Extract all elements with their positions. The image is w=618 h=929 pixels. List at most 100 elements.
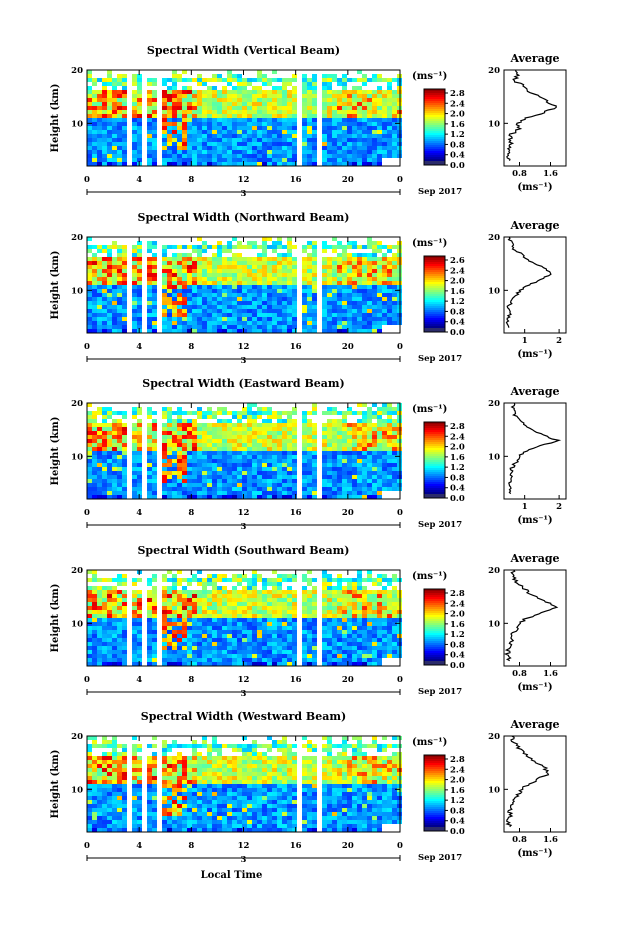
heatmap-cell bbox=[327, 82, 332, 86]
heatmap-cell bbox=[357, 419, 362, 423]
heatmap-cell bbox=[382, 475, 387, 479]
heatmap-cell bbox=[242, 622, 247, 626]
heatmap-cell bbox=[382, 435, 387, 439]
heatmap-cell bbox=[227, 638, 232, 642]
heatmap-cell bbox=[272, 423, 277, 427]
heatmap-cell bbox=[112, 654, 117, 658]
x-tick-label: 12 bbox=[238, 342, 250, 352]
heatmap-cell bbox=[287, 150, 292, 154]
heatmap-cell bbox=[367, 162, 372, 166]
heatmap-cell bbox=[332, 134, 337, 138]
heatmap-cell bbox=[132, 423, 137, 427]
heatmap-cell bbox=[187, 154, 192, 158]
heatmap-cell bbox=[252, 638, 257, 642]
heatmap-cell bbox=[192, 90, 197, 94]
heatmap-cell bbox=[377, 297, 382, 301]
heatmap-cell bbox=[247, 614, 252, 618]
heatmap-cell bbox=[362, 78, 367, 82]
heatmap-cell bbox=[227, 491, 232, 495]
heatmap-cell bbox=[212, 491, 217, 495]
heatmap-cell bbox=[147, 118, 152, 122]
heatmap-cell bbox=[302, 610, 307, 614]
heatmap-cell bbox=[192, 321, 197, 325]
heatmap-cell bbox=[97, 423, 102, 427]
heatmap-cell bbox=[137, 257, 142, 261]
colorbar-segment bbox=[424, 444, 445, 447]
heatmap-cell bbox=[262, 90, 267, 94]
heatmap-cell bbox=[332, 435, 337, 439]
heatmap-cell bbox=[267, 321, 272, 325]
heatmap-cell bbox=[102, 273, 107, 277]
heatmap-cell bbox=[112, 138, 117, 142]
heatmap-cell bbox=[272, 427, 277, 431]
heatmap-cell bbox=[242, 277, 247, 281]
heatmap-cell bbox=[307, 439, 312, 443]
heatmap-cell bbox=[92, 447, 97, 451]
heatmap-cell bbox=[382, 102, 387, 106]
heatmap-cell bbox=[377, 106, 382, 110]
heatmap-cell bbox=[247, 419, 252, 423]
colorbar-segment bbox=[424, 147, 445, 150]
heatmap-cell bbox=[322, 106, 327, 110]
heatmap-cell bbox=[192, 154, 197, 158]
heatmap-cell bbox=[392, 142, 397, 146]
heatmap-cell bbox=[112, 261, 117, 265]
heatmap-cell bbox=[357, 309, 362, 313]
heatmap-cell bbox=[282, 578, 287, 582]
heatmap-cell bbox=[247, 154, 252, 158]
heatmap-cell bbox=[182, 309, 187, 313]
heatmap-cell bbox=[342, 150, 347, 154]
heatmap-cell bbox=[147, 106, 152, 110]
heatmap-cell bbox=[257, 658, 262, 662]
heatmap-cell bbox=[247, 321, 252, 325]
heatmap-cell bbox=[217, 427, 222, 431]
heatmap-cell bbox=[312, 82, 317, 86]
heatmap-cell bbox=[182, 150, 187, 154]
heatmap-cell bbox=[152, 134, 157, 138]
heatmap-cell bbox=[287, 431, 292, 435]
heatmap-cell bbox=[132, 158, 137, 162]
heatmap-cell bbox=[282, 106, 287, 110]
heatmap-cell bbox=[237, 325, 242, 329]
heatmap-cell bbox=[172, 285, 177, 289]
heatmap-cell bbox=[307, 265, 312, 269]
heatmap-cell bbox=[137, 658, 142, 662]
heatmap-cell bbox=[312, 289, 317, 293]
heatmap-cell bbox=[152, 78, 157, 82]
heatmap-cell bbox=[102, 431, 107, 435]
heatmap-cell bbox=[277, 126, 282, 130]
heatmap-cell bbox=[292, 463, 297, 467]
heatmap-cell bbox=[102, 463, 107, 467]
heatmap-cell bbox=[162, 634, 167, 638]
heatmap-cell bbox=[187, 491, 192, 495]
heatmap-cell bbox=[202, 654, 207, 658]
heatmap-cell bbox=[392, 154, 397, 158]
heatmap-cell bbox=[137, 483, 142, 487]
heatmap-cell bbox=[132, 313, 137, 317]
heatmap-cell bbox=[387, 102, 392, 106]
heatmap-cell bbox=[202, 329, 207, 333]
heatmap-cell bbox=[97, 610, 102, 614]
heatmap-cell bbox=[97, 638, 102, 642]
heatmap-cells bbox=[87, 570, 402, 666]
heatmap-cell bbox=[322, 94, 327, 98]
heatmap-cell bbox=[232, 423, 237, 427]
heatmap-cell bbox=[392, 78, 397, 82]
heatmap-cell bbox=[102, 479, 107, 483]
heatmap-cell bbox=[97, 463, 102, 467]
heatmap-cell bbox=[182, 245, 187, 249]
heatmap-cell bbox=[197, 285, 202, 289]
heatmap-cell bbox=[327, 289, 332, 293]
heatmap-cell bbox=[287, 574, 292, 578]
heatmap-cell bbox=[227, 634, 232, 638]
heatmap-cell bbox=[332, 459, 337, 463]
heatmap-cell bbox=[92, 574, 97, 578]
heatmap-cell bbox=[392, 439, 397, 443]
heatmap-cell bbox=[307, 435, 312, 439]
heatmap-cell bbox=[252, 281, 257, 285]
colorbar-tick-label: 0.4 bbox=[450, 318, 465, 328]
heatmap-cell bbox=[172, 122, 177, 126]
heatmap-cell bbox=[212, 439, 217, 443]
heatmap-cell bbox=[187, 162, 192, 166]
heatmap-cell bbox=[182, 313, 187, 317]
